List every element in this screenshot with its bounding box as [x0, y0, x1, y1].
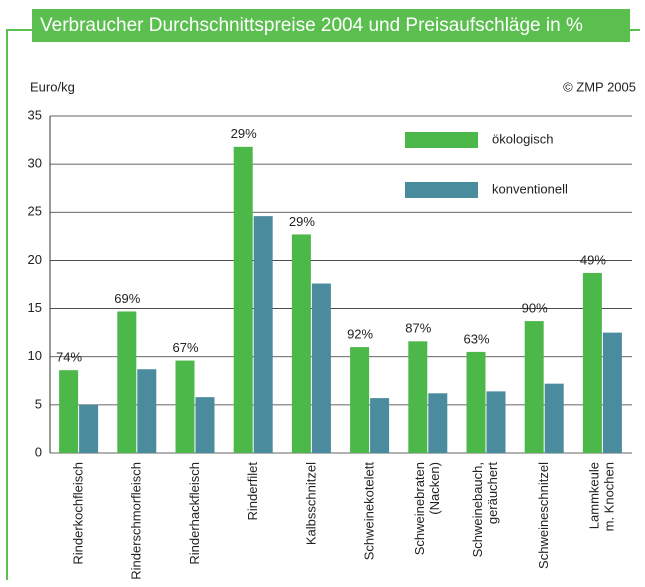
annotation: 63% [463, 331, 489, 346]
source: © ZMP 2005 [563, 79, 636, 94]
bar [428, 393, 448, 453]
y-tick-label: 20 [28, 252, 42, 267]
bar [137, 369, 157, 453]
legend-label: ökologisch [492, 131, 553, 146]
x-tick-label: Schweinebraten(Nacken) [412, 462, 442, 555]
bar [291, 234, 311, 453]
bar [350, 347, 370, 453]
x-tick-label: Schweinebauch,geräuchert [470, 462, 500, 558]
bar [117, 311, 137, 453]
annotation: 67% [172, 340, 198, 355]
bar [233, 146, 253, 453]
chart-title: Verbraucher Durchschnittspreise 2004 und… [40, 15, 583, 36]
legend-swatch [405, 132, 478, 148]
annotation: 29% [231, 126, 257, 141]
annotation: 92% [347, 327, 373, 342]
annotation: 69% [114, 291, 140, 306]
bar [175, 360, 195, 453]
y-tick-label: 10 [28, 348, 42, 363]
bar [370, 398, 390, 453]
bar [544, 383, 564, 453]
bar [602, 332, 622, 453]
bar [195, 397, 215, 453]
annotation: 49% [580, 252, 606, 267]
x-tick-label: Rinderschmorfleisch [129, 462, 144, 580]
x-tick-label: Rinderfilet [245, 462, 260, 521]
x-tick-label: Kalbsschnitzel [303, 462, 318, 545]
y-axis-label: Euro/kg [30, 79, 75, 94]
x-tick-label: Schweinekotelett [362, 462, 377, 561]
bar [486, 391, 506, 453]
annotation: 90% [522, 301, 548, 316]
annotation: 29% [289, 214, 315, 229]
y-tick-label: 30 [28, 156, 42, 171]
y-tick-label: 15 [28, 300, 42, 315]
x-tick-label: Lammkeulem. Knochen [587, 462, 617, 531]
bar [59, 370, 79, 453]
bar [582, 272, 602, 453]
bar [253, 216, 273, 453]
x-tick-label: Schweineschnitzel [536, 462, 551, 569]
annotation: 87% [405, 321, 431, 336]
y-tick-label: 0 [35, 444, 42, 459]
bar [311, 283, 331, 453]
y-tick-label: 5 [35, 396, 42, 411]
bar [408, 341, 428, 453]
bar [524, 321, 544, 453]
annotation: 74% [56, 350, 82, 365]
y-tick-label: 25 [28, 204, 42, 219]
x-tick-label: Rinderkochfleisch [71, 462, 86, 565]
x-tick-label: Rinderhackfleisch [187, 462, 202, 565]
title-bar [32, 9, 630, 42]
bar [79, 404, 99, 453]
legend-label: konventionell [492, 181, 568, 196]
y-tick-label: 35 [28, 107, 42, 122]
legend-swatch [405, 182, 478, 198]
bar [466, 351, 486, 453]
